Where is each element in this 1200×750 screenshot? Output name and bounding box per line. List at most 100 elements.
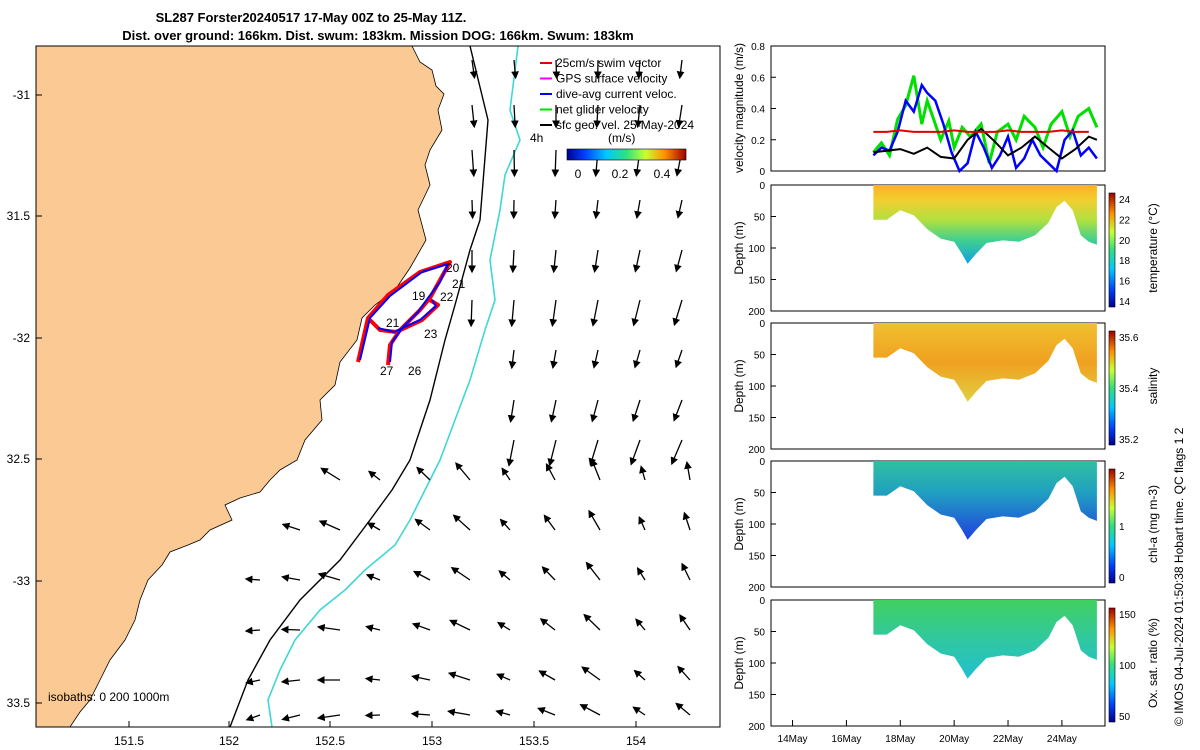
cb-tick-label: 35.2	[1119, 435, 1139, 446]
current-arrow	[469, 149, 478, 178]
lat-tick-label: 33.5	[7, 696, 31, 710]
vel-tick-label: 0.2	[751, 136, 765, 147]
map-ticks: 151.5 152 152.5 153 153.5 154 -31 31.5 -32 32.5 -3…	[7, 88, 647, 748]
current-arrow	[316, 623, 341, 632]
salinity-ylabel: Depth (m)	[732, 359, 746, 412]
time-tick-label: 14May	[778, 734, 808, 745]
current-arrow	[550, 249, 559, 274]
current-arrow	[681, 562, 691, 581]
oxygen-ylabel: Depth (m)	[732, 636, 746, 689]
legend-label: GPS surface velocity	[556, 72, 667, 86]
current-arrow	[244, 626, 261, 635]
chla-panel: 0 50 100 150 200 Depth (m) 2 1 0 chl-a (mg m-3)	[732, 457, 1160, 594]
current-arrow	[414, 518, 431, 531]
oxygen-cblabel: Ox. sat. ratio (%)	[1146, 618, 1160, 708]
chla-colorbar	[1108, 468, 1116, 584]
lon-tick-label: 153.5	[519, 734, 549, 748]
current-arrow	[411, 622, 431, 631]
current-arrow	[632, 706, 646, 716]
speed-cb-tick-2: 0.4	[654, 167, 671, 181]
current-arrow	[545, 462, 556, 481]
interval-label: 4h	[530, 131, 543, 145]
cb-tick-label: 14	[1119, 297, 1131, 308]
current-arrow	[412, 570, 431, 581]
current-arrow	[591, 349, 600, 369]
time-tick-label: 18May	[885, 734, 915, 745]
map-legend: 25cm/s swim vector GPS surface velocitydi…	[530, 56, 694, 181]
current-arrow	[549, 299, 558, 327]
series-sfc	[873, 127, 1098, 160]
depth-tick-label: 150	[748, 276, 765, 287]
current-arrow	[317, 571, 341, 581]
current-arrow	[588, 509, 601, 531]
cb-tick-label: 100	[1119, 661, 1136, 672]
lon-tick-label: 154	[626, 734, 646, 748]
current-arrow	[455, 462, 471, 481]
depth-tick-label: 50	[754, 628, 766, 639]
current-arrow	[498, 570, 511, 581]
current-arrow	[634, 104, 643, 129]
current-arrow	[506, 439, 515, 467]
depth-tick-label: 100	[748, 244, 765, 255]
current-arrow	[591, 249, 600, 273]
current-arrow	[447, 708, 471, 717]
current-arrow	[675, 702, 691, 716]
current-arrow	[639, 465, 647, 481]
depth-tick-label: 0	[759, 596, 765, 607]
current-arrow	[281, 522, 301, 531]
current-arrow	[280, 625, 301, 634]
salinity-cblabel: salinity	[1146, 368, 1160, 405]
current-arrow	[281, 714, 301, 722]
current-arrow	[635, 59, 644, 80]
lat-tick-label: -33	[13, 574, 31, 588]
chla-section	[873, 461, 1097, 540]
current-arrow	[539, 618, 556, 631]
current-arrow	[510, 104, 519, 129]
current-arrow	[638, 516, 646, 531]
current-arrow	[320, 467, 341, 481]
velocity-panel: 0 0.2 0.4 0.6 0.8 velocity magnitude (m/s)	[732, 42, 1106, 178]
current-arrow	[684, 461, 692, 481]
current-arrow	[551, 149, 560, 178]
day-label: 23	[424, 327, 438, 341]
depth-tick-label: 0	[759, 181, 765, 192]
lon-tick-label: 152.5	[315, 734, 345, 748]
lat-tick-label: -31	[13, 88, 31, 102]
lat-tick-label: -32	[13, 331, 31, 345]
current-arrow	[629, 439, 641, 466]
current-arrow	[367, 470, 381, 481]
vel-tick-label: 0	[759, 167, 765, 178]
current-arrow	[590, 299, 599, 327]
current-arrow	[508, 299, 517, 328]
current-arrow	[281, 574, 301, 582]
current-arrow	[511, 59, 519, 80]
depth-tick-label: 150	[748, 691, 765, 702]
current-arrow	[538, 670, 556, 681]
current-arrow	[318, 520, 341, 531]
speed-cb-tick-0: 0	[575, 167, 582, 181]
temperature-colorbar	[1108, 192, 1116, 308]
map-frame	[35, 45, 721, 728]
cb-tick-label: 16	[1119, 277, 1131, 288]
depth-tick-label: 150	[748, 414, 765, 425]
lat-tick-label: 32.5	[7, 452, 31, 466]
current-arrow	[537, 707, 556, 716]
current-arrow	[508, 349, 517, 370]
day-label: 19	[412, 289, 426, 303]
current-arrow	[635, 618, 646, 631]
glider-track-blue	[359, 263, 449, 363]
lat-tick-label: 31.5	[7, 209, 31, 223]
current-arrow	[675, 199, 684, 219]
current-arrow	[631, 299, 641, 327]
current-arrow	[449, 619, 471, 631]
current-arrow	[364, 675, 381, 684]
depth-tick-label: 100	[748, 382, 765, 393]
current-arrow	[364, 711, 381, 720]
current-arrow	[633, 349, 641, 369]
velocity-ylabel: velocity magnitude (m/s)	[732, 43, 746, 173]
depth-tick-label: 100	[748, 520, 765, 531]
current-arrow	[541, 566, 556, 581]
vel-tick-label: 0.8	[751, 42, 765, 53]
day-label: 26	[408, 364, 422, 378]
